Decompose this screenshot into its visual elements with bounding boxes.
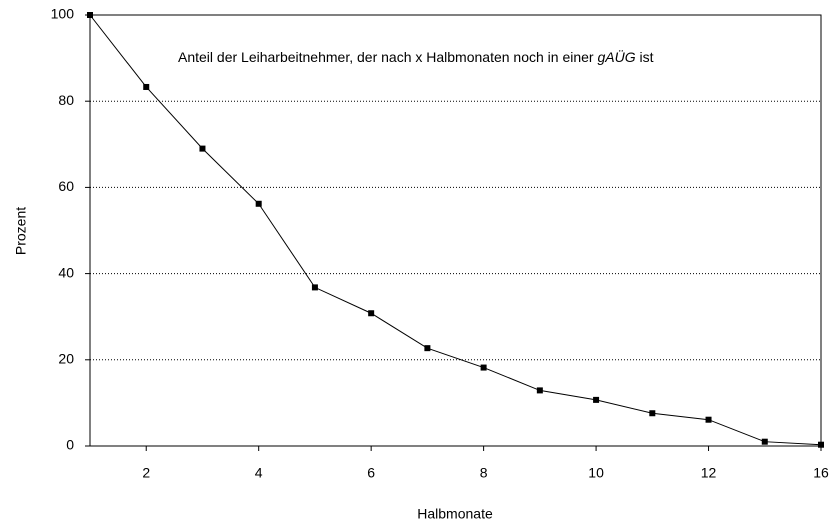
- annotation-text: ist: [636, 49, 654, 65]
- y-tick-label: 80: [58, 92, 74, 108]
- marker: [143, 83, 150, 90]
- annotation-text: Anteil der Leiharbeitnehmer, der nach x …: [178, 49, 597, 65]
- x-tick-label: 12: [701, 465, 717, 481]
- x-tick-label: 16: [813, 465, 829, 481]
- marker: [818, 441, 824, 448]
- marker: [311, 284, 318, 291]
- x-tick-label: 4: [255, 465, 263, 481]
- y-axis-label: Prozent: [13, 207, 29, 255]
- y-tick-label: 0: [66, 437, 74, 453]
- marker: [424, 345, 431, 352]
- marker: [368, 310, 375, 317]
- x-tick-label: 8: [480, 465, 488, 481]
- y-tick-label: 40: [58, 264, 74, 280]
- marker: [705, 416, 712, 423]
- x-tick-label: 10: [588, 465, 604, 481]
- x-tick-label: 2: [142, 465, 150, 481]
- x-tick-label: 6: [367, 465, 375, 481]
- plot-frame: [89, 14, 822, 447]
- marker: [480, 364, 487, 371]
- y-tick-label: 20: [58, 351, 74, 367]
- annotation-italic: gAÜG: [597, 48, 635, 65]
- x-axis-label: Halbmonate: [417, 506, 493, 522]
- y-tick-label: 100: [51, 6, 75, 22]
- line: [89, 14, 822, 446]
- marker: [761, 438, 768, 445]
- annotation: Anteil der Leiharbeitnehmer, der nach x …: [178, 48, 654, 65]
- marker: [649, 410, 656, 417]
- marker: [255, 200, 262, 207]
- marker: [199, 145, 206, 152]
- marker: [87, 12, 93, 18]
- y-tick-label: 60: [58, 178, 74, 194]
- marker: [536, 387, 543, 394]
- marker: [593, 396, 600, 403]
